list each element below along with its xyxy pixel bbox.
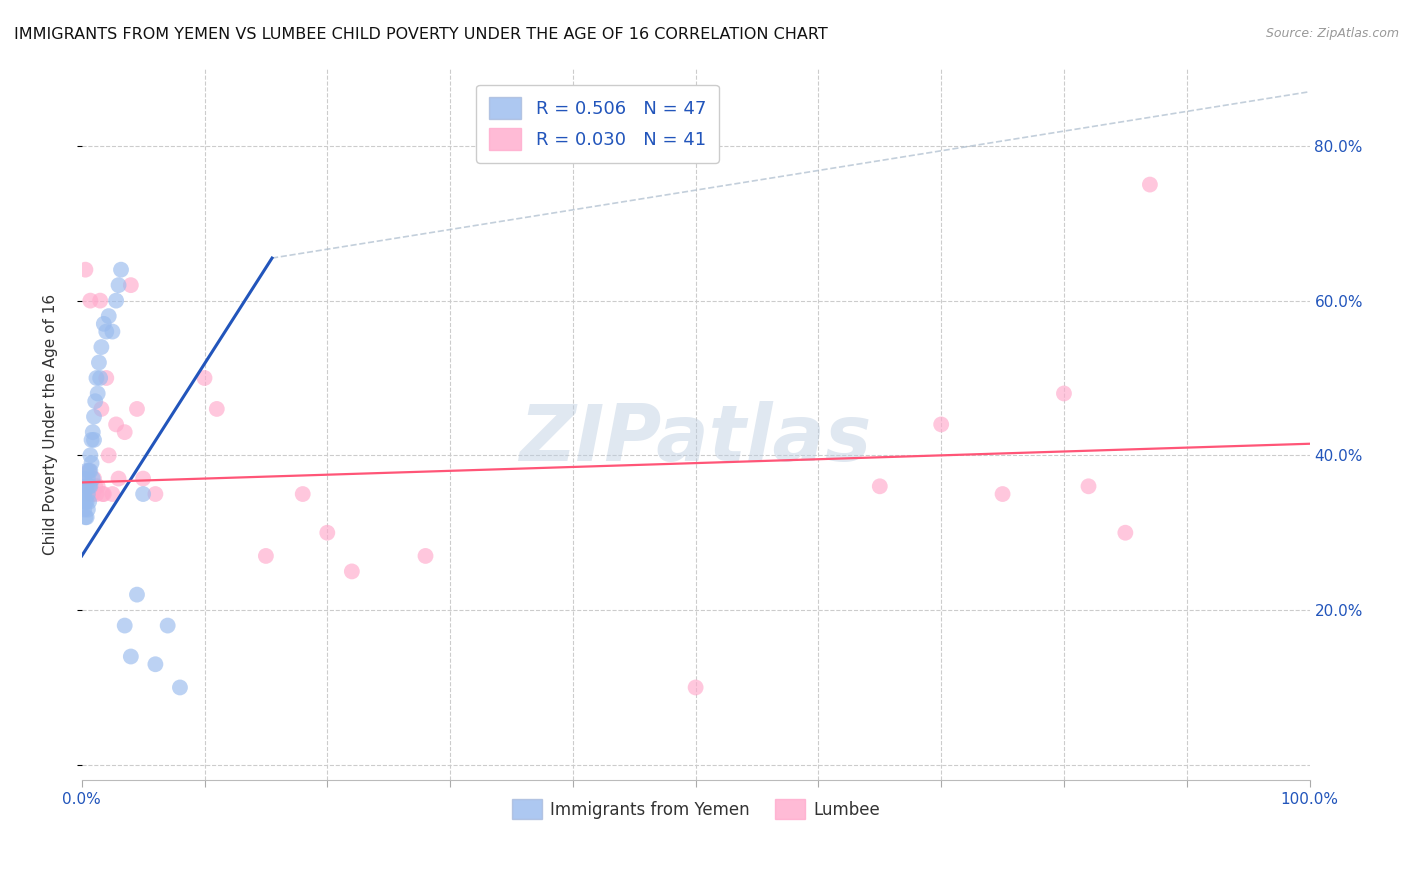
Point	[83, 433, 105, 447]
Point	[80, 433, 103, 447]
Point	[120, 649, 142, 664]
Point	[291, 487, 314, 501]
Point	[105, 293, 128, 308]
Point	[87, 355, 110, 369]
Point	[97, 448, 120, 462]
Point	[82, 425, 104, 439]
Point	[869, 479, 891, 493]
Point	[80, 456, 103, 470]
Point	[114, 618, 136, 632]
Point	[76, 487, 98, 501]
Point	[86, 487, 108, 501]
Point	[75, 479, 97, 493]
Point	[101, 487, 124, 501]
Point	[125, 588, 148, 602]
Text: Source: ZipAtlas.com: Source: ZipAtlas.com	[1265, 27, 1399, 40]
Point	[76, 495, 98, 509]
Point	[76, 479, 98, 493]
Point	[72, 479, 94, 493]
Point	[77, 495, 100, 509]
Point	[79, 293, 101, 308]
Y-axis label: Child Poverty Under the Age of 16: Child Poverty Under the Age of 16	[44, 293, 58, 555]
Point	[76, 479, 98, 493]
Point	[316, 525, 339, 540]
Point	[107, 278, 129, 293]
Point	[929, 417, 952, 432]
Point	[75, 495, 97, 509]
Point	[132, 487, 155, 501]
Point	[72, 495, 94, 509]
Point	[77, 464, 100, 478]
Point	[114, 425, 136, 439]
Point	[1077, 479, 1099, 493]
Point	[77, 464, 100, 478]
Point	[105, 417, 128, 432]
Point	[340, 565, 363, 579]
Text: ZIPatlas: ZIPatlas	[519, 401, 872, 476]
Point	[91, 487, 114, 501]
Point	[86, 386, 108, 401]
Point	[76, 510, 98, 524]
Point	[90, 340, 112, 354]
Point	[1053, 386, 1076, 401]
Point	[110, 262, 132, 277]
Point	[169, 681, 191, 695]
Legend: Immigrants from Yemen, Lumbee: Immigrants from Yemen, Lumbee	[505, 793, 886, 825]
Point	[76, 487, 98, 501]
Point	[76, 464, 98, 478]
Point	[415, 549, 437, 563]
Point	[93, 487, 115, 501]
Point	[75, 510, 97, 524]
Point	[84, 394, 107, 409]
Point	[97, 309, 120, 323]
Point	[90, 401, 112, 416]
Point	[82, 487, 104, 501]
Point	[1114, 525, 1136, 540]
Point	[73, 472, 96, 486]
Point	[205, 401, 228, 416]
Point	[101, 325, 124, 339]
Point	[89, 371, 111, 385]
Point	[96, 325, 118, 339]
Point	[73, 472, 96, 486]
Point	[145, 657, 167, 672]
Point	[125, 401, 148, 416]
Point	[93, 317, 115, 331]
Point	[193, 371, 215, 385]
Point	[83, 472, 105, 486]
Point	[75, 262, 97, 277]
Point	[84, 479, 107, 493]
Point	[86, 371, 108, 385]
Point	[254, 549, 277, 563]
Point	[79, 479, 101, 493]
Point	[145, 487, 167, 501]
Point	[76, 502, 98, 516]
Point	[96, 371, 118, 385]
Point	[80, 487, 103, 501]
Point	[156, 618, 179, 632]
Point	[76, 472, 98, 486]
Point	[107, 472, 129, 486]
Point	[83, 409, 105, 424]
Point	[79, 448, 101, 462]
Point	[132, 472, 155, 486]
Point	[120, 278, 142, 293]
Point	[991, 487, 1014, 501]
Text: IMMIGRANTS FROM YEMEN VS LUMBEE CHILD POVERTY UNDER THE AGE OF 16 CORRELATION CH: IMMIGRANTS FROM YEMEN VS LUMBEE CHILD PO…	[14, 27, 828, 42]
Point	[1139, 178, 1161, 192]
Point	[77, 479, 100, 493]
Point	[86, 479, 108, 493]
Point	[82, 472, 104, 486]
Point	[73, 487, 96, 501]
Point	[79, 464, 101, 478]
Point	[89, 293, 111, 308]
Point	[73, 502, 96, 516]
Point	[685, 681, 707, 695]
